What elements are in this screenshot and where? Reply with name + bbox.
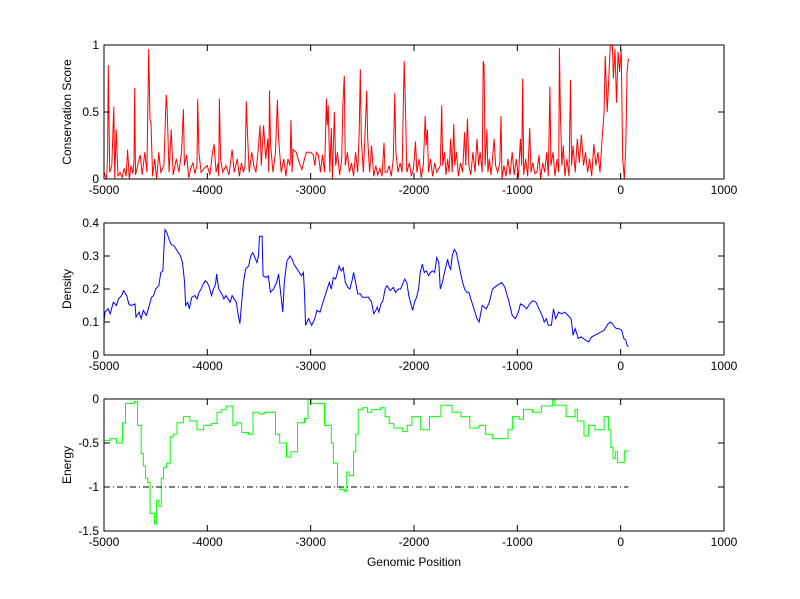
- x-tick-label: -3000: [295, 183, 326, 197]
- y-tick-label: 0.1: [82, 315, 99, 329]
- data-series-line: [104, 44, 629, 180]
- x-tick-label: -5000: [89, 535, 120, 549]
- y-tick-label: -1: [88, 480, 99, 494]
- y-tick-label: -1.5: [78, 524, 99, 538]
- x-tick-label: 1000: [711, 535, 738, 549]
- x-tick-label: -1000: [502, 183, 533, 197]
- y-axis-label: Density: [60, 269, 74, 309]
- x-tick-label: -5000: [89, 359, 120, 373]
- y-tick-label: 1: [92, 38, 99, 52]
- x-tick-label: 0: [617, 535, 624, 549]
- conservation-score-axes: -5000 -4000 -3000 -2000 -1000 0 1000 0 0.5 1 Conse…: [60, 38, 738, 197]
- plot-area: [104, 223, 724, 355]
- x-tick-label: -4000: [192, 183, 223, 197]
- y-tick-label: 0.2: [82, 282, 99, 296]
- x-tick-label: -2000: [399, 535, 430, 549]
- x-tick-label: -3000: [295, 535, 326, 549]
- y-axis-label: Conservation Score: [60, 59, 74, 165]
- x-tick-label: -5000: [89, 183, 120, 197]
- x-tick-label: -2000: [399, 359, 430, 373]
- x-axis-label: Genomic Position: [367, 555, 461, 569]
- x-tick-label: 0: [617, 183, 624, 197]
- y-tick-label: -0.5: [78, 436, 99, 450]
- x-tick-label: 0: [617, 359, 624, 373]
- y-tick-label: 0: [92, 392, 99, 406]
- y-tick-label: 0.3: [82, 249, 99, 263]
- x-tick-label: -3000: [295, 359, 326, 373]
- x-tick-label: -1000: [502, 359, 533, 373]
- energy-axes: -5000 -4000 -3000 -2000 -1000 0 1000 -1.5 -1 -0.5…: [60, 392, 738, 569]
- y-tick-label: 0.4: [82, 216, 99, 230]
- x-tick-label: 1000: [711, 359, 738, 373]
- y-axis-label: Energy: [60, 446, 74, 484]
- x-tick-label: -2000: [399, 183, 430, 197]
- y-tick-label: 0.5: [82, 105, 99, 119]
- data-series-line: [104, 227, 629, 348]
- x-tick-label: -4000: [192, 535, 223, 549]
- x-tick-label: -4000: [192, 359, 223, 373]
- density-axes: -5000 -4000 -3000 -2000 -1000 0 1000 0 0.1 0.2 0.3…: [60, 216, 738, 373]
- x-tick-label: 1000: [711, 183, 738, 197]
- y-tick-label: 0: [92, 172, 99, 186]
- y-tick-label: 0: [92, 348, 99, 362]
- x-tick-label: -1000: [502, 535, 533, 549]
- plot-area: [104, 399, 724, 531]
